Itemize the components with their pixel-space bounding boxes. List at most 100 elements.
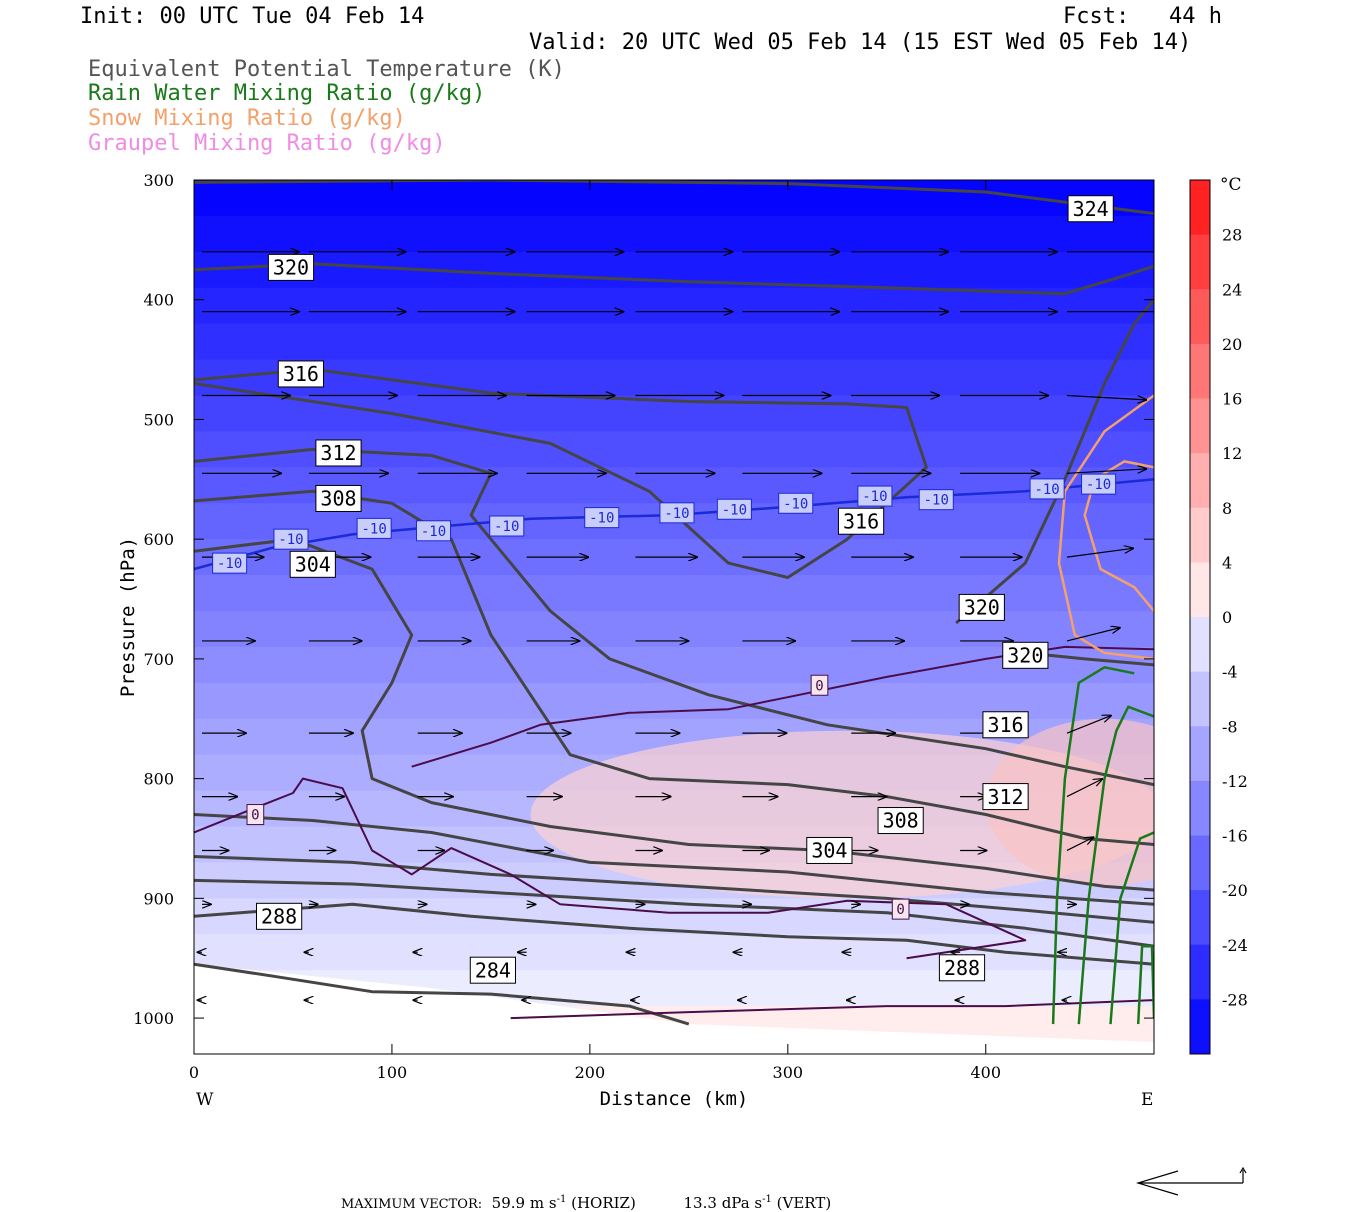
contour-label-box <box>982 783 1029 811</box>
colorbar-unit: °C <box>1220 175 1242 195</box>
colorbar-tick-label: 4 <box>1222 553 1232 572</box>
contour-label-box <box>806 836 853 864</box>
colorbar-tick-label: 28 <box>1222 226 1242 245</box>
valid-label: Valid: 20 UTC Wed 05 Feb 14 (15 EST Wed … <box>529 30 1192 55</box>
wind-vector <box>1066 469 1146 474</box>
contour-label-box <box>778 492 814 514</box>
y-tick-label: 600 <box>143 530 174 549</box>
shading-band <box>194 251 1154 289</box>
colorbar-segment <box>1190 944 1210 1000</box>
axes: 300 400 500 600 700 800 900 1000 0 100 200 300 400 <box>133 171 1154 1082</box>
legend-graupel: Graupel Mixing Ratio (g/kg) <box>88 131 446 156</box>
shading-band <box>194 215 1154 253</box>
theta-e-contour <box>194 537 1154 892</box>
contour-label: 320 <box>964 596 1000 620</box>
contour-label-box <box>256 902 303 930</box>
colorbar-segment <box>1190 234 1210 290</box>
contour-labels: 324 320 316 312 308 304 316 320 320 316 312 308 304 2… <box>212 195 1117 984</box>
colorbar-segment <box>1190 453 1210 509</box>
contour-lines <box>194 180 1154 1026</box>
contour-label-box <box>716 498 752 520</box>
max-vector-label: MAXIMUM VECTOR: 59.9 m s-1 (HORIZ) 13.3 … <box>341 1176 831 1212</box>
west-label: W <box>196 1090 214 1110</box>
x-axis-title: Distance (km) <box>600 1088 749 1110</box>
theta-e-contour <box>194 262 1154 296</box>
max-vector-vert-tag: (VERT) <box>776 1194 832 1212</box>
y-tick-label: 700 <box>143 650 174 669</box>
y-tick-label: 800 <box>143 770 174 789</box>
colorbar-segment <box>1190 343 1210 399</box>
contour-label-box <box>857 485 893 507</box>
contour-label: 316 <box>987 713 1023 737</box>
contour-label: 316 <box>843 509 879 533</box>
shading-band <box>194 646 1154 684</box>
contour-label: 0 <box>815 678 823 694</box>
max-vector-vert-value: 13.3 <box>683 1194 717 1212</box>
contour-label: 288 <box>944 956 980 980</box>
contour-label-box <box>1029 478 1065 500</box>
contour-label-box <box>659 502 695 524</box>
shading-band <box>194 359 1154 397</box>
contour-label: -10 <box>862 489 887 505</box>
contour-label-box <box>489 515 525 537</box>
y-tick-label: 300 <box>143 171 174 190</box>
y-axis-title: Pressure (hPa) <box>117 537 139 697</box>
contour-label-box <box>1067 195 1114 223</box>
contour-label: -10 <box>924 493 949 509</box>
contour-label-box <box>877 807 924 835</box>
shading-band <box>194 934 1154 972</box>
rain-contour <box>1136 944 1154 1025</box>
snow-contour <box>1083 460 1154 612</box>
colorbar-segment <box>1190 890 1210 946</box>
x-tick-label: 300 <box>773 1063 804 1082</box>
colorbar-tick-label: 24 <box>1222 280 1242 299</box>
contour-label: 0 <box>896 902 904 918</box>
shading-band <box>194 323 1154 361</box>
contour-label: 284 <box>475 958 511 982</box>
contour-label-box <box>982 711 1029 739</box>
colorbar-tick-label: -28 <box>1222 990 1248 1009</box>
contour-label-box <box>315 439 362 467</box>
colorbar-tick-label: 16 <box>1222 390 1242 409</box>
x-tick-label: 100 <box>377 1063 408 1082</box>
contour-label-box <box>212 552 248 574</box>
x-tick-label: 200 <box>575 1063 606 1082</box>
contour-label: -10 <box>722 502 747 518</box>
contour-label: -10 <box>589 511 614 527</box>
contour-label: -10 <box>664 506 689 522</box>
contour-label: 304 <box>295 553 331 577</box>
theta-e-contour <box>194 902 1154 966</box>
colorbar-tick-label: 8 <box>1222 499 1232 518</box>
ground-mask <box>194 964 1154 1054</box>
contour-label-box <box>938 954 986 982</box>
contour-label: -10 <box>278 532 303 548</box>
max-vector-horiz-tag: (HORIZ) <box>571 1194 636 1212</box>
contour-label-box <box>277 360 324 388</box>
plot-frame <box>193 179 1155 1055</box>
zero-isotherm <box>510 999 1154 1020</box>
colorbar-segment <box>1190 617 1210 673</box>
east-label: E <box>1141 1090 1153 1110</box>
contour-label: 320 <box>273 256 309 280</box>
colorbar-segment <box>1190 780 1210 836</box>
contour-label: 316 <box>283 362 319 386</box>
contour-label: -10 <box>217 556 242 572</box>
contour-label: 312 <box>320 441 356 465</box>
wind-vector <box>1066 779 1102 798</box>
contour-label: -10 <box>494 519 519 535</box>
shading-band <box>194 575 1154 613</box>
legend-snow: Snow Mixing Ratio (g/kg) <box>88 106 406 131</box>
shading-band <box>194 287 1154 325</box>
theta-e-contour <box>194 813 1154 906</box>
theta-e-contour <box>194 489 1154 846</box>
contour-label: -10 <box>361 521 386 537</box>
contour-label: 308 <box>320 487 356 511</box>
contour-label-box <box>1002 641 1049 669</box>
colorbar-tick-label: -12 <box>1222 772 1248 791</box>
contour-label: 304 <box>811 839 847 863</box>
colorbar-tick-label: 12 <box>1222 444 1242 463</box>
contour-label-box <box>246 804 265 826</box>
colorbar-segment <box>1190 671 1210 727</box>
contour-label-box <box>273 528 309 550</box>
wind-vector <box>1066 628 1120 642</box>
